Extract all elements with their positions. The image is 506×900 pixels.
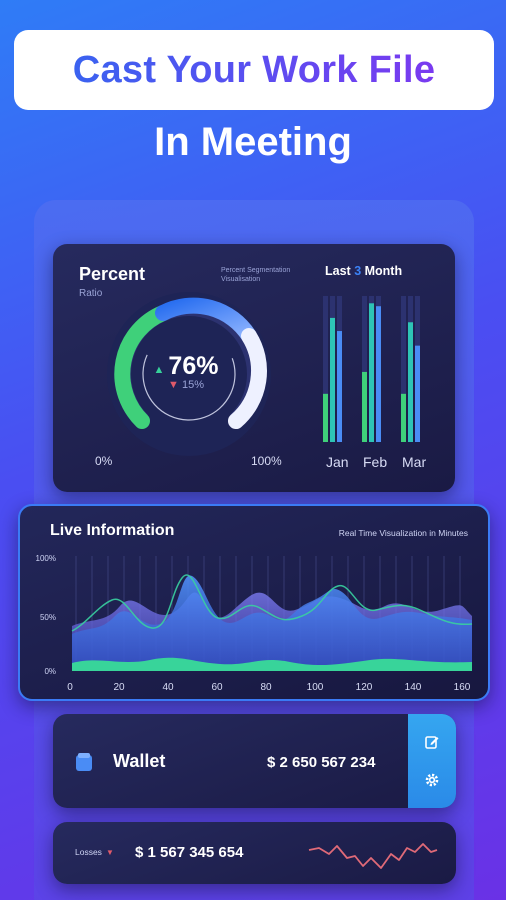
x-tick: 0 <box>67 682 73 693</box>
live-series-base <box>72 657 472 671</box>
gauge-green-arc <box>114 305 171 429</box>
wallet-card[interactable]: Wallet $ 2 650 567 234 <box>53 714 456 808</box>
gauge-change: ▼ 15% <box>168 379 204 391</box>
wallet-label: Wallet <box>113 751 166 771</box>
losses-amount: $ 1 567 345 654 <box>135 844 244 861</box>
bar-track <box>362 296 367 442</box>
month-label-feb: Feb <box>363 454 388 470</box>
bar-mar-teal <box>408 322 413 442</box>
bar-feb-teal <box>369 303 374 442</box>
live-series-blue <box>72 575 472 671</box>
last-prefix: Last <box>325 264 351 278</box>
headline-banner: Cast Your Work File <box>14 30 494 110</box>
percent-gauge <box>107 292 271 456</box>
x-tick: 40 <box>162 682 174 693</box>
live-series-green <box>71 574 473 632</box>
bar-jan-teal <box>330 317 335 442</box>
losses-card[interactable]: Losses ▼ $ 1 567 345 654 <box>53 822 456 884</box>
x-tick: 100 <box>307 682 324 693</box>
bar-jan-green <box>323 393 328 442</box>
bar-track <box>401 296 406 442</box>
losses-sparkline <box>308 843 438 869</box>
x-tick: 160 <box>454 682 471 693</box>
live-title: Live Information <box>50 522 175 539</box>
percent-card: Percent Ratio Percent Segmentation Visua… <box>53 244 455 492</box>
x-tick: 140 <box>405 682 422 693</box>
gauge-max-label: 100% <box>251 454 282 468</box>
last-months-title: Last 3 Month <box>325 264 402 278</box>
gauge-readout: ▲ 76% ▼ 15% <box>111 352 261 391</box>
last-suffix: Month <box>364 264 403 278</box>
gauge-min-label: 0% <box>95 454 113 468</box>
gauge-change-value: 15% <box>181 379 204 391</box>
x-tick: 80 <box>260 682 272 693</box>
gauge-value: 76% <box>168 352 219 380</box>
wallet-icon <box>76 753 92 771</box>
percent-subtitle: Ratio <box>79 288 103 299</box>
monthly-bars <box>323 296 420 442</box>
bar-track <box>323 296 328 442</box>
subheadline: In Meeting <box>154 120 352 164</box>
bar-jan-blue <box>337 331 342 442</box>
live-note: Real Time Visualization in Minutes <box>338 528 468 538</box>
percent-title: Percent <box>79 264 146 284</box>
losses-label: Losses <box>75 847 102 857</box>
month-label-mar: Mar <box>402 454 427 470</box>
gear-icon[interactable] <box>424 772 440 788</box>
month-label-jan: Jan <box>326 454 349 470</box>
x-tick: 20 <box>113 682 125 693</box>
live-information-card: 100% 50% 0% 0 20 40 60 80 100 120 140 16… <box>18 504 490 701</box>
gauge-white-arc <box>228 328 267 429</box>
down-arrow-icon: ▼ <box>105 848 114 857</box>
percent-note: Percent Segmentation Visualisation <box>221 267 291 283</box>
gauge-blue-arc <box>155 297 257 344</box>
last-number: 3 <box>354 264 362 278</box>
wallet-amount: $ 2 650 567 234 <box>267 754 376 771</box>
x-tick: 60 <box>211 682 223 693</box>
up-arrow-icon: ▲ <box>153 363 165 376</box>
live-area-chart: 100% 50% 0% 0 20 40 60 80 100 120 140 16… <box>36 554 473 693</box>
bar-mar-blue <box>415 345 420 442</box>
y-tick-100: 100% <box>36 554 56 563</box>
bar-feb-blue <box>376 306 381 442</box>
bar-mar-green <box>401 393 406 442</box>
edit-icon[interactable] <box>424 734 440 750</box>
bar-feb-green <box>362 371 367 442</box>
losses-label-row: Losses ▼ <box>75 847 114 857</box>
headline: Cast Your Work File <box>72 48 436 91</box>
y-tick-50: 50% <box>40 613 56 622</box>
x-tick: 120 <box>356 682 373 693</box>
y-tick-0: 0% <box>44 667 56 676</box>
wallet-actions <box>408 714 456 808</box>
